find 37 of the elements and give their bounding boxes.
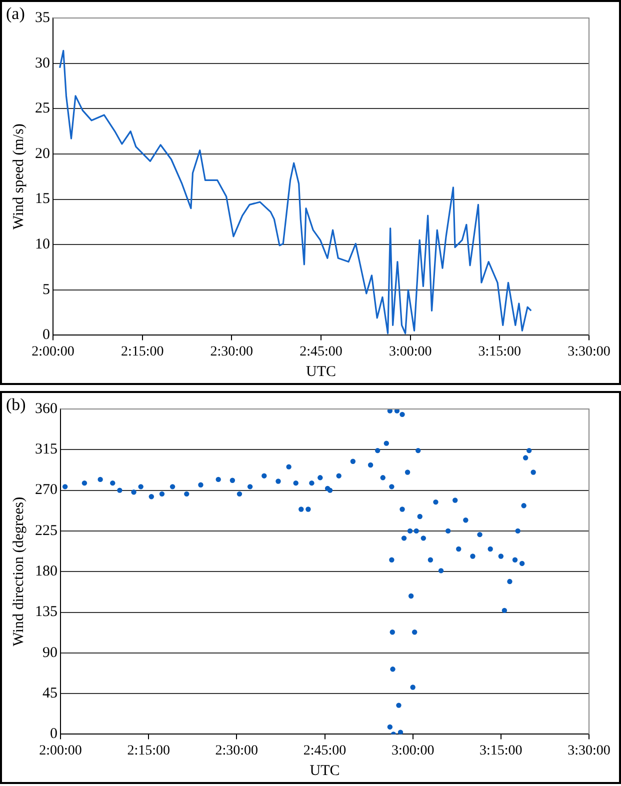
- y-tick-label: 225: [35, 522, 58, 539]
- x-tick-label: 3:00:00: [391, 743, 434, 758]
- y-axis-title: Wind direction (degrees): [10, 496, 27, 646]
- x-tick-label: 2:15:00: [120, 344, 164, 360]
- x-tick-label: 2:45:00: [300, 344, 342, 360]
- x-tick-label: 3:30:00: [568, 743, 610, 758]
- y-axis-title: Wind speed (m/s): [10, 124, 27, 230]
- y-tick-label: 45: [42, 685, 58, 702]
- y-tick-label: 10: [35, 236, 50, 253]
- x-tick-label: 3:00:00: [388, 344, 432, 360]
- y-tick-label: 25: [35, 100, 50, 117]
- x-tick-label: 3:30:00: [568, 344, 610, 360]
- y-tick-label: 180: [35, 564, 58, 580]
- y-tick-label: 135: [35, 604, 58, 620]
- text: (a): [6, 4, 25, 23]
- text: (b): [6, 394, 26, 414]
- y-tick-label: 20: [35, 146, 50, 162]
- y-tick-label: 0: [42, 327, 50, 344]
- x-tick-label: 3:15:00: [480, 743, 522, 758]
- y-tick-label: 90: [42, 644, 58, 661]
- y-tick-label: 270: [35, 482, 58, 498]
- y-tick-label: 30: [35, 55, 50, 72]
- x-tick-label: 2:00:00: [39, 743, 82, 758]
- x-tick-label: 2:30:00: [210, 344, 254, 360]
- x-axis-title: UTC: [306, 364, 336, 380]
- y-tick-label: 360: [35, 400, 58, 417]
- x-axis-title: UTC: [310, 762, 340, 779]
- x-tick-label: 2:00:00: [32, 344, 74, 360]
- y-tick-label: 315: [35, 442, 58, 458]
- x-tick-label: 2:30:00: [215, 743, 258, 758]
- y-tick-label: 15: [35, 191, 50, 208]
- x-tick-label: 3:15:00: [478, 344, 522, 360]
- x-tick-label: 2:45:00: [303, 743, 346, 758]
- y-tick-label: 35: [35, 10, 50, 26]
- y-tick-label: 0: [50, 726, 58, 742]
- y-tick-label: 5: [42, 282, 50, 298]
- x-tick-label: 2:15:00: [127, 743, 170, 758]
